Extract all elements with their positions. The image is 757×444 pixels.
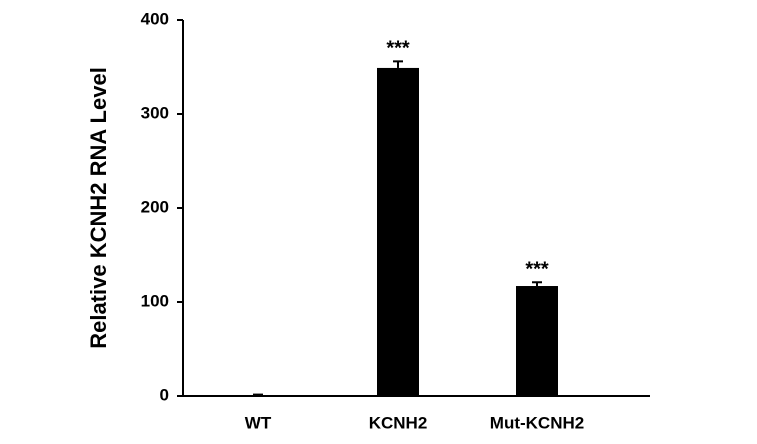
- y-tick-label: 0: [160, 385, 169, 404]
- bar: [516, 286, 558, 396]
- y-tick-label: 300: [141, 103, 169, 122]
- y-tick-label: 200: [141, 197, 169, 216]
- x-tick-label: WT: [245, 413, 272, 432]
- significance-label: ***: [386, 38, 410, 60]
- x-tick-label: Mut-KCNH2: [490, 413, 584, 432]
- significance-label: ***: [525, 259, 549, 281]
- bar: [377, 67, 419, 396]
- y-axis-label: Relative KCNH2 RNA Level: [86, 67, 111, 349]
- y-tick-label: 400: [141, 9, 169, 28]
- y-tick-label: 100: [141, 291, 169, 310]
- x-tick-label: KCNH2: [369, 413, 428, 432]
